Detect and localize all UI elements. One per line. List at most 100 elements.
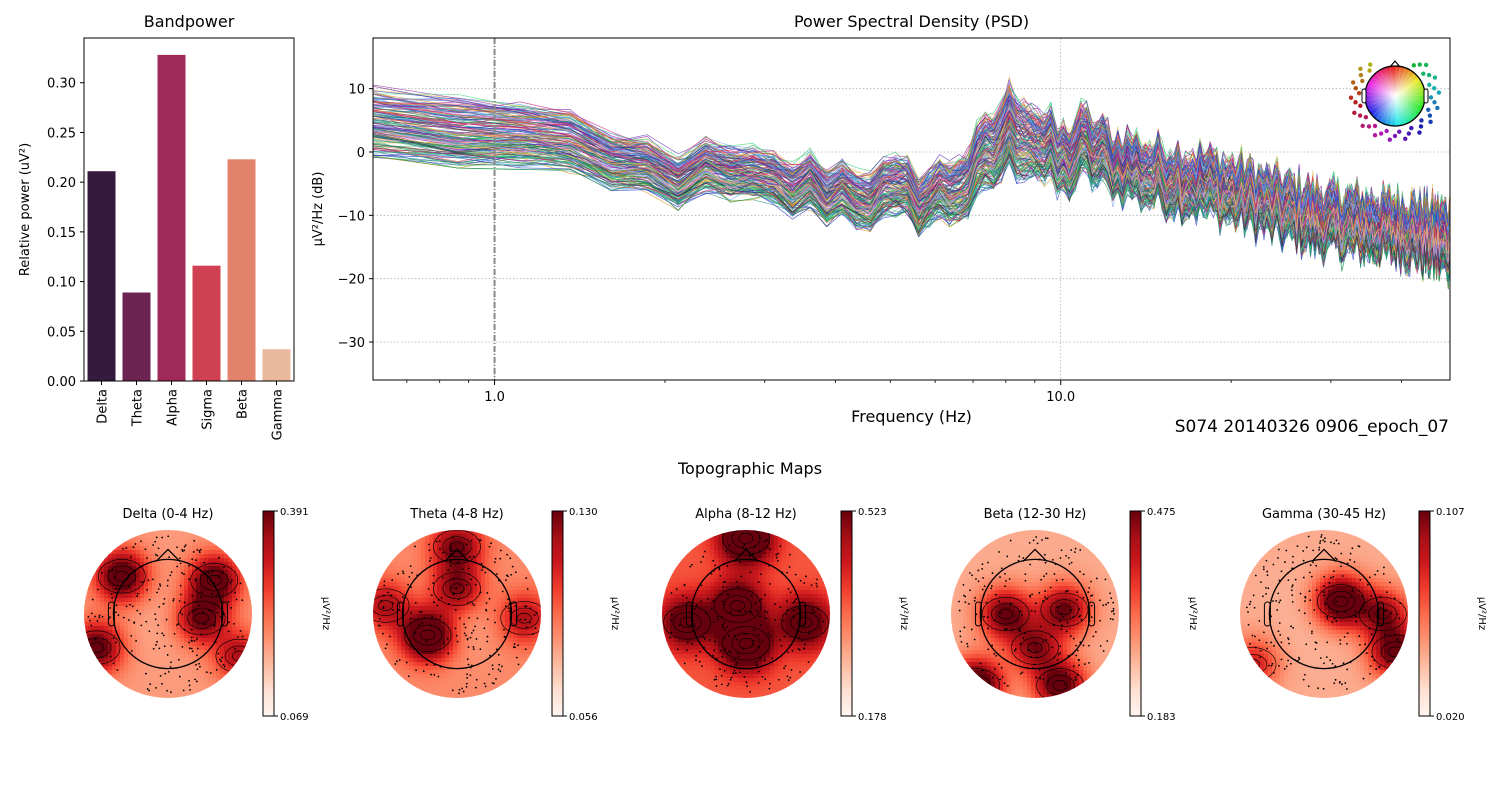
channel-trace <box>373 129 1450 262</box>
sensor-dot <box>738 611 741 613</box>
sensor-dot <box>755 661 758 663</box>
sensor-dot <box>736 661 738 664</box>
sensor-dot <box>107 617 110 620</box>
sensor-dot <box>514 605 517 607</box>
sensor-dot <box>1406 131 1412 136</box>
wheel-center <box>1365 66 1425 126</box>
sensor-dot <box>1067 654 1070 657</box>
sensor-dot <box>1034 602 1037 605</box>
sensor-dot <box>1294 659 1297 661</box>
sensor-dot <box>1292 567 1295 570</box>
sensor-dot <box>1004 628 1007 631</box>
sensor-dot <box>156 591 159 594</box>
sensor-dot <box>1428 95 1434 100</box>
sensor-dot <box>719 575 722 577</box>
sensor-dot <box>783 667 786 670</box>
sensor-dot <box>1260 581 1262 584</box>
sensor-dot <box>777 559 779 562</box>
sensor-dot <box>109 655 112 658</box>
sensor-dot <box>442 576 444 579</box>
sensor-dot <box>718 567 721 569</box>
sensor-dot <box>1372 133 1378 138</box>
sensor-dot <box>192 611 195 614</box>
sensor-dot <box>1315 564 1318 567</box>
colorbar-min-label: 0.056 <box>569 712 598 723</box>
sensor-dot <box>129 603 131 606</box>
sensor-dot <box>1426 107 1431 112</box>
sensor-dot <box>466 637 469 640</box>
sensor-dot <box>437 675 440 678</box>
sensor-dot <box>1017 559 1020 562</box>
sensor-dot <box>1385 591 1388 594</box>
contour-line <box>442 578 472 600</box>
sensor-dot <box>503 635 506 638</box>
sensor-dot <box>1280 658 1283 661</box>
contour-line <box>672 612 702 633</box>
sensor-dot <box>712 559 715 562</box>
sensor-dot <box>1283 668 1286 670</box>
sensor-dot <box>1382 572 1385 575</box>
left-ear <box>685 601 693 627</box>
sensor-dot <box>703 550 706 553</box>
sensor-dot <box>764 593 766 596</box>
topomap-plot: 0.475 0.183 µV²/Hz <box>951 507 1198 723</box>
sensor-dot <box>156 632 159 635</box>
right-ear <box>510 601 518 627</box>
sensor-dot <box>172 597 175 600</box>
sensor-dot <box>1038 558 1041 561</box>
sensor-dot <box>179 557 181 560</box>
sensor-dot <box>767 632 770 635</box>
sensor-dot <box>1421 71 1426 76</box>
sensor-dot <box>1075 654 1078 657</box>
right-ear <box>799 601 807 627</box>
sensor-dot <box>1336 600 1339 603</box>
sensor-dot <box>1027 649 1029 652</box>
sensor-dot <box>1045 572 1048 575</box>
sensor-dot <box>987 627 989 630</box>
sensor-dot <box>1304 595 1307 598</box>
topomap-plot: 0.107 0.020 µV²/Hz <box>1240 507 1487 723</box>
sensor-dot <box>1069 635 1072 637</box>
sensor-dot <box>234 648 237 650</box>
sensor-dot <box>715 685 718 687</box>
colorbar <box>551 510 564 717</box>
sensor-dot <box>1374 573 1376 576</box>
sensor-dot <box>1263 631 1265 634</box>
sensor-dot <box>707 598 709 600</box>
sensor-dot <box>148 630 151 633</box>
sensor-dot <box>990 587 993 590</box>
sensor-dot <box>802 623 805 625</box>
sensor-dot <box>1095 631 1097 633</box>
sensor-dot <box>139 612 142 615</box>
sensor-dot <box>508 610 511 612</box>
sensor-dot <box>472 646 475 648</box>
topomap-beta: Beta (12-30 Hz) 0.475 0.183 µV²/Hz <box>950 500 1210 730</box>
sensor-dot <box>1049 586 1052 589</box>
topomap-field <box>662 530 830 698</box>
sensor-dot <box>737 586 740 588</box>
sensor-dot <box>469 666 472 669</box>
sensor-dot <box>700 584 703 587</box>
sensor-dot <box>725 550 727 553</box>
sensor-dot <box>192 551 195 553</box>
sensor-dot <box>675 588 678 590</box>
contour-line <box>1040 592 1089 627</box>
sensor-dot <box>451 689 454 692</box>
sensor-dot <box>1098 599 1101 602</box>
sensor-dot <box>151 578 154 581</box>
sensor-dot <box>130 650 133 652</box>
sensor-dot <box>1254 646 1257 649</box>
sensor-dot <box>1312 561 1315 564</box>
sensor-dot <box>691 563 693 566</box>
sensor-dot <box>733 669 736 672</box>
sensor-dot <box>1290 625 1292 628</box>
sensor-dot <box>154 618 157 621</box>
sensor-dot <box>420 622 423 624</box>
sensor-dot <box>1265 559 1268 562</box>
psd-xlabel: Frequency (Hz) <box>851 407 972 426</box>
sensor-dot <box>182 689 185 692</box>
sensor-dot <box>1078 659 1081 662</box>
sensor-dot <box>467 646 470 648</box>
sensor-dot <box>721 624 724 626</box>
sensor-dot <box>1078 664 1080 667</box>
